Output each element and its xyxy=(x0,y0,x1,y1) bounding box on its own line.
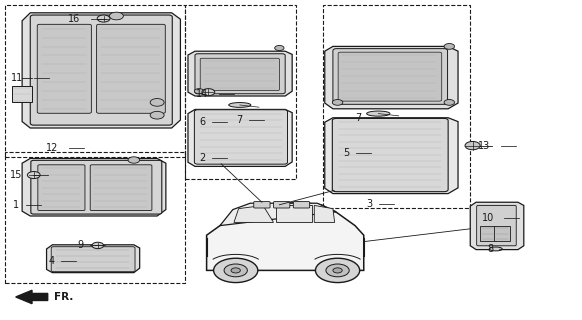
Circle shape xyxy=(92,242,104,249)
FancyBboxPatch shape xyxy=(293,202,310,208)
Ellipse shape xyxy=(229,102,251,108)
FancyBboxPatch shape xyxy=(332,118,448,192)
Circle shape xyxy=(97,15,110,22)
Text: 16: 16 xyxy=(68,13,81,24)
Ellipse shape xyxy=(367,111,390,116)
Polygon shape xyxy=(220,203,336,226)
FancyBboxPatch shape xyxy=(254,202,270,208)
Polygon shape xyxy=(207,202,364,270)
Circle shape xyxy=(231,268,240,273)
Text: 15: 15 xyxy=(10,170,23,180)
Text: FR.: FR. xyxy=(54,292,73,302)
Polygon shape xyxy=(325,118,458,194)
FancyBboxPatch shape xyxy=(195,54,285,94)
Circle shape xyxy=(150,111,164,119)
Polygon shape xyxy=(276,205,312,222)
FancyBboxPatch shape xyxy=(30,15,172,125)
Circle shape xyxy=(332,100,343,105)
Circle shape xyxy=(326,264,349,277)
Text: 8: 8 xyxy=(487,244,493,254)
FancyArrow shape xyxy=(16,290,48,304)
FancyBboxPatch shape xyxy=(274,202,290,208)
Circle shape xyxy=(150,99,164,106)
Circle shape xyxy=(109,12,123,20)
FancyBboxPatch shape xyxy=(97,24,165,113)
Ellipse shape xyxy=(489,247,502,251)
Polygon shape xyxy=(22,13,180,128)
Polygon shape xyxy=(47,245,140,273)
Circle shape xyxy=(224,264,247,277)
Polygon shape xyxy=(188,51,292,96)
Polygon shape xyxy=(22,158,166,216)
Text: 12: 12 xyxy=(46,143,59,153)
Text: 3: 3 xyxy=(367,199,372,209)
Circle shape xyxy=(27,172,40,179)
Circle shape xyxy=(333,268,342,273)
Circle shape xyxy=(465,141,480,150)
Text: 6: 6 xyxy=(200,117,205,127)
FancyBboxPatch shape xyxy=(494,226,510,241)
Circle shape xyxy=(444,44,455,49)
Text: 1: 1 xyxy=(13,200,19,210)
FancyBboxPatch shape xyxy=(37,24,91,113)
FancyBboxPatch shape xyxy=(194,110,288,164)
Polygon shape xyxy=(12,86,32,102)
FancyBboxPatch shape xyxy=(38,165,85,211)
Text: 11: 11 xyxy=(11,73,24,84)
Text: 7: 7 xyxy=(237,115,243,125)
Polygon shape xyxy=(325,46,458,109)
Text: 2: 2 xyxy=(200,153,205,164)
Text: 14: 14 xyxy=(196,89,209,100)
Polygon shape xyxy=(314,205,335,222)
Text: 10: 10 xyxy=(481,213,494,223)
FancyBboxPatch shape xyxy=(477,205,516,246)
FancyBboxPatch shape xyxy=(90,165,152,211)
Polygon shape xyxy=(470,202,524,250)
Text: 7: 7 xyxy=(355,113,361,123)
FancyBboxPatch shape xyxy=(31,160,162,214)
FancyBboxPatch shape xyxy=(51,247,135,272)
FancyBboxPatch shape xyxy=(333,49,448,104)
FancyBboxPatch shape xyxy=(200,58,279,91)
Circle shape xyxy=(315,258,360,283)
Text: 4: 4 xyxy=(48,256,54,266)
Circle shape xyxy=(214,258,258,283)
FancyBboxPatch shape xyxy=(338,52,442,101)
Circle shape xyxy=(275,45,284,51)
Circle shape xyxy=(194,89,204,94)
FancyBboxPatch shape xyxy=(480,226,496,241)
Circle shape xyxy=(202,89,215,96)
Circle shape xyxy=(444,100,455,105)
Text: 13: 13 xyxy=(478,140,491,151)
Polygon shape xyxy=(234,205,274,222)
Text: 9: 9 xyxy=(77,240,83,251)
Polygon shape xyxy=(188,109,292,166)
Circle shape xyxy=(128,157,140,163)
Text: 5: 5 xyxy=(343,148,349,158)
